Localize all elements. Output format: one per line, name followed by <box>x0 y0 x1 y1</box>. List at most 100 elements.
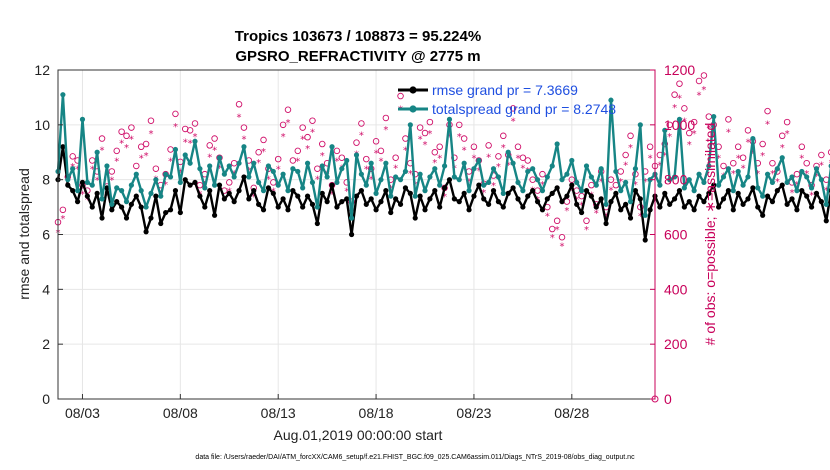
obs-assimilated-point: * <box>432 158 437 169</box>
obs-assimilated-point: * <box>706 124 711 135</box>
obs-assimilated-point: * <box>359 130 364 141</box>
obs-possible-point <box>255 148 262 156</box>
x-tick-label: 08/08 <box>163 405 198 421</box>
totalspread-point <box>706 163 712 169</box>
obs-assimilated-point: * <box>794 180 799 191</box>
obs-assimilated-point: * <box>520 163 525 174</box>
obs-possible-point <box>622 151 629 159</box>
obs-assimilated-point: * <box>75 165 80 176</box>
totalspread-point <box>530 166 536 172</box>
rmse-point <box>789 196 795 202</box>
totalspread-point <box>383 160 389 166</box>
totalspread-point <box>549 163 555 169</box>
y-right-tick-label: 1000 <box>664 117 695 133</box>
obs-assimilated-point: * <box>814 172 819 183</box>
obs-possible-point <box>377 147 385 155</box>
obs-assimilated-point: * <box>471 154 476 165</box>
rmse-point <box>211 212 218 218</box>
totalspread-point <box>466 188 472 194</box>
obs-assimilated-point: * <box>755 169 760 180</box>
rmse-point <box>187 182 193 188</box>
line-layer <box>55 92 830 243</box>
obs-assimilated-point: * <box>119 139 124 150</box>
rmse-point <box>84 193 90 199</box>
obs-possible-point <box>676 80 683 87</box>
obs-assimilated-point: * <box>378 156 383 167</box>
obs-assimilated-point: * <box>736 154 741 165</box>
obs-assimilated-point: * <box>90 165 95 176</box>
obs-assimilated-point: * <box>745 137 750 148</box>
obs-possible-point <box>226 179 233 186</box>
rmse-point <box>525 193 531 199</box>
obs-assimilated-point: * <box>457 132 462 143</box>
totalspread-point <box>339 166 345 172</box>
totalspread-point <box>681 185 687 191</box>
obs-possible-point <box>284 106 292 114</box>
rmse-point <box>642 237 648 243</box>
totalspread-point <box>432 166 438 172</box>
rmse-point <box>422 207 428 213</box>
totalspread-point <box>760 193 766 199</box>
obs-assimilated-point: * <box>760 151 765 162</box>
obs-possible-point <box>186 127 194 134</box>
obs-possible-point <box>240 124 248 131</box>
obs-assimilated-point: * <box>95 176 100 187</box>
rmse-point <box>383 188 389 194</box>
rmse-point <box>207 188 213 194</box>
totalspread-point <box>730 188 736 194</box>
rmse-point <box>216 182 223 188</box>
obs-assimilated-point: * <box>638 211 643 222</box>
totalspread-point <box>226 163 232 169</box>
totalspread-point <box>182 152 188 158</box>
rmse-point <box>358 188 364 194</box>
obs-possible-point <box>700 72 708 79</box>
totalspread-point <box>158 193 164 199</box>
totalspread-point <box>813 166 820 172</box>
obs-possible-point <box>431 148 439 156</box>
totalspread-point <box>314 204 320 210</box>
obs-possible-point <box>720 162 727 170</box>
obs-assimilated-point: * <box>682 117 687 128</box>
rmse-point <box>632 188 639 194</box>
rmse-point <box>300 204 306 210</box>
obs-assimilated-point: * <box>481 188 486 199</box>
rmse-point <box>138 204 144 210</box>
rmse-point <box>119 204 125 210</box>
legend: rmse grand pr = 7.3669 totalspread grand… <box>398 82 616 117</box>
obs-possible-point <box>152 165 160 172</box>
rmse-point <box>182 177 188 183</box>
rmse-point <box>285 207 291 213</box>
obs-assimilated-point: * <box>599 177 604 188</box>
obs-possible-point <box>539 170 546 178</box>
obs-possible-point <box>289 157 297 164</box>
totalspread-point <box>481 182 487 188</box>
rmse-point <box>549 190 555 196</box>
obs-possible-point <box>793 170 801 178</box>
rmse-point <box>172 188 179 194</box>
totalspread-point <box>104 163 110 169</box>
rmse-point <box>70 188 76 194</box>
obs-assimilated-point: * <box>60 214 65 225</box>
obs-possible-point <box>671 91 678 98</box>
totalspread-point <box>207 163 213 169</box>
obs-assimilated-point: * <box>765 119 770 130</box>
rmse-point <box>818 199 824 205</box>
obs-assimilated-point: * <box>207 152 212 163</box>
rmse-point <box>716 204 722 210</box>
totalspread-point <box>79 116 86 122</box>
obs-possible-point <box>309 117 316 124</box>
obs-possible-point <box>734 143 742 151</box>
obs-possible-point <box>421 129 429 137</box>
legend-spread-marker <box>409 105 417 113</box>
totalspread-point <box>246 174 252 180</box>
obs-assimilated-point: * <box>506 161 511 172</box>
y-tick-label: 6 <box>42 227 50 243</box>
totalspread-point <box>662 127 668 133</box>
obs-possible-point <box>123 132 130 140</box>
obs-possible-point <box>778 132 786 140</box>
obs-assimilated-point: * <box>643 177 648 188</box>
totalspread-point <box>109 201 115 207</box>
y-right-tick-label: 200 <box>664 336 688 352</box>
rmse-point <box>603 220 609 227</box>
rmse-point <box>476 182 482 188</box>
